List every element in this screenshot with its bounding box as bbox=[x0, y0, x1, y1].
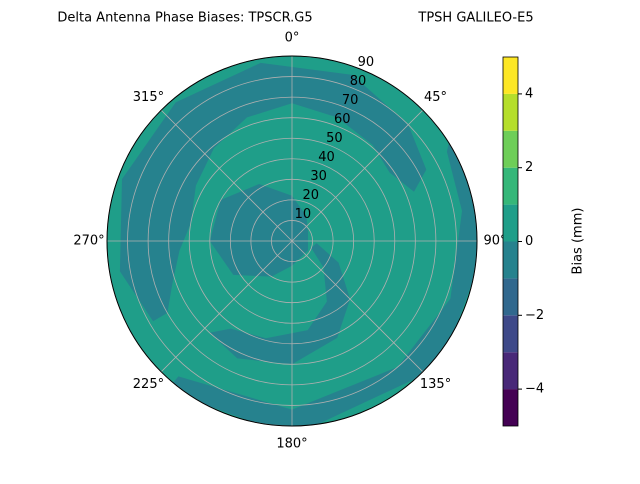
r-tick-label: 10 bbox=[295, 207, 312, 222]
theta-tick-label: 225° bbox=[133, 377, 164, 392]
colorbar-bin bbox=[503, 352, 518, 390]
colorbar-bin bbox=[503, 315, 518, 353]
colorbar-bin bbox=[503, 278, 518, 316]
contour-region bbox=[119, 62, 427, 322]
chart-subtitle: TPSH GALILEO-E5 bbox=[417, 11, 533, 26]
r-tick-label: 80 bbox=[350, 74, 367, 89]
r-tick-label: 50 bbox=[326, 131, 343, 146]
r-tick-label: 90 bbox=[358, 55, 375, 70]
colorbar-label: Bias (mm) bbox=[571, 208, 586, 275]
colorbar-bin bbox=[503, 389, 518, 426]
grid-spoke bbox=[160, 109, 293, 242]
contour-region bbox=[166, 129, 477, 426]
grid bbox=[106, 55, 478, 427]
grid-spoke bbox=[291, 240, 424, 373]
chart-title: Delta Antenna Phase Biases: TPSCR.G5 bbox=[57, 11, 312, 26]
r-tick-label: 60 bbox=[334, 112, 351, 127]
r-tick-label: 20 bbox=[303, 188, 320, 203]
theta-tick-label: 135° bbox=[420, 377, 451, 392]
colorbar-bin bbox=[503, 130, 518, 168]
colorbar-tick-label: −4 bbox=[525, 382, 544, 397]
theta-tick-label: 45° bbox=[424, 90, 447, 105]
theta-tick-label: 90° bbox=[483, 234, 506, 249]
contour-region bbox=[209, 243, 351, 365]
theta-tick-label: 270° bbox=[73, 234, 104, 249]
colorbar-tick-label: −2 bbox=[525, 308, 544, 323]
r-tick-label: 40 bbox=[318, 150, 335, 165]
colorbar-bin bbox=[503, 241, 518, 279]
r-tick-label: 70 bbox=[342, 93, 359, 108]
colorbar-tick-label: 2 bbox=[525, 160, 533, 175]
polar-frame bbox=[106, 55, 478, 427]
colorbar-tick-label: 4 bbox=[525, 86, 533, 101]
theta-tick-label: 315° bbox=[133, 90, 164, 105]
theta-tick-label: 0° bbox=[285, 31, 300, 46]
grid-spoke bbox=[160, 240, 293, 373]
theta-tick-label: 180° bbox=[276, 437, 307, 452]
colorbar-bin bbox=[503, 204, 518, 242]
colorbar-bin bbox=[503, 57, 518, 94]
grid-spoke bbox=[291, 109, 424, 242]
contour-region bbox=[209, 184, 308, 277]
r-tick-label: 30 bbox=[310, 169, 327, 184]
colorbar-tick-label: 0 bbox=[525, 234, 533, 249]
colorbar-bin bbox=[503, 93, 518, 131]
colorbar-bin bbox=[503, 167, 518, 205]
